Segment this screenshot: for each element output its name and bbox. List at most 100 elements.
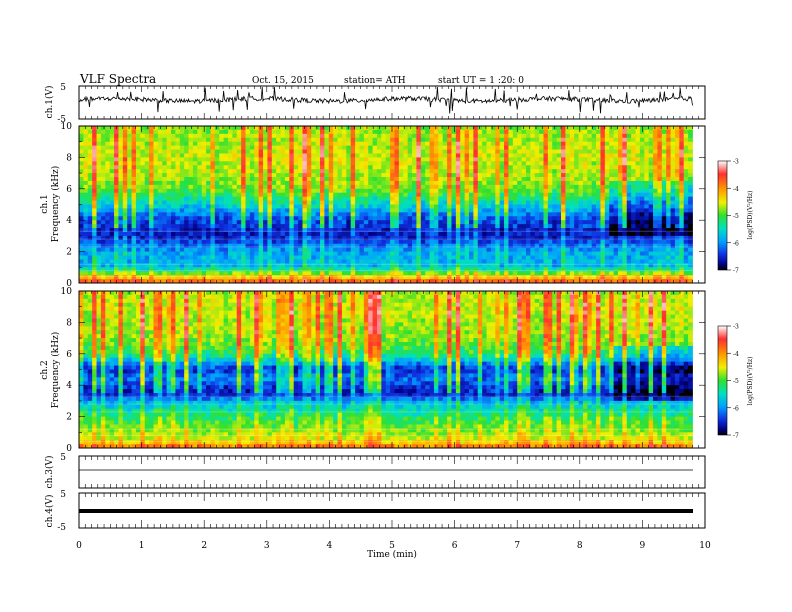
spec1-cell	[635, 184, 641, 190]
spec1-cell	[289, 239, 295, 245]
spec1-cell	[341, 196, 347, 201]
spec1-cell	[398, 228, 404, 233]
spec1-cell	[530, 145, 536, 150]
spec1-cell	[350, 212, 356, 217]
spec1-cell	[653, 220, 658, 225]
spec1-cell	[232, 192, 238, 198]
spec1-cell	[122, 157, 128, 162]
spec1-cell	[302, 196, 308, 201]
spec1-cell	[644, 165, 650, 170]
spec1-cell	[79, 177, 84, 182]
spec1-cell	[258, 208, 264, 213]
spec1-cell	[105, 259, 111, 264]
spec1-cell	[122, 192, 128, 198]
spec1-cell	[276, 196, 281, 201]
spec1-cell	[525, 165, 531, 170]
spec1-cell	[596, 212, 601, 217]
spec1-cell	[87, 153, 93, 158]
spec1-cell	[552, 149, 558, 154]
spec1-cell	[109, 192, 115, 198]
spec1-cell	[661, 184, 667, 190]
spec1-cell	[385, 153, 391, 158]
spec1-cell	[306, 149, 312, 154]
spec1-cell	[469, 208, 474, 213]
spec1-cell	[328, 251, 334, 256]
spec1-cell	[609, 251, 614, 256]
spec1-cell	[631, 133, 636, 139]
spec1-cell	[626, 200, 632, 205]
spec1-cell	[407, 184, 413, 190]
spec1-cell	[525, 157, 531, 162]
spec1-cell	[236, 208, 242, 213]
spec1-cell	[306, 157, 312, 162]
spec1-cell	[429, 157, 435, 162]
spec1-cell	[105, 173, 111, 178]
spec1-cell	[372, 204, 378, 209]
spec1-cell	[197, 149, 203, 154]
spec1-cell	[184, 231, 189, 237]
spec1-cell	[263, 247, 268, 253]
spec1-cell	[455, 161, 461, 166]
spec1-cell	[394, 145, 400, 150]
spec1-cell	[254, 196, 260, 201]
spec1-cell	[153, 137, 159, 143]
spec1-cell	[214, 173, 220, 178]
spec1-cell	[622, 173, 628, 178]
spec1-cell	[482, 157, 487, 162]
spec1-cell	[517, 153, 522, 158]
spec1-cell	[302, 161, 308, 166]
spec1-cell	[201, 188, 207, 194]
spec1-cell	[337, 188, 343, 194]
spec1-cell	[473, 212, 479, 217]
spec1-cell	[403, 188, 409, 194]
spec1-cell	[341, 161, 347, 166]
spec1-cell	[153, 228, 159, 233]
spec1-cell	[688, 184, 693, 190]
spec1-cell	[302, 231, 308, 237]
spec1-cell	[372, 165, 378, 170]
spec1-cell	[157, 141, 163, 147]
spec1-cell	[477, 188, 483, 194]
spec1-cell	[416, 149, 422, 154]
spec1-cell	[241, 137, 246, 143]
spec1-cell	[171, 216, 176, 221]
spec1-cell	[683, 251, 689, 256]
spec1-cell	[311, 141, 317, 147]
spec1-cell	[617, 129, 623, 135]
spec1-cell	[661, 228, 667, 233]
spec1-cell	[293, 196, 299, 201]
spec1-cell	[674, 204, 680, 209]
spec1-cell	[157, 251, 163, 256]
spec1-cell	[591, 188, 597, 194]
spec1-cell	[390, 133, 395, 139]
spec1-cell	[184, 180, 189, 186]
spec1-cell	[276, 247, 281, 253]
spec1-cell	[122, 259, 128, 264]
spec1-cell	[390, 220, 395, 225]
spec1-cell	[420, 204, 426, 209]
spec1-cell	[569, 192, 575, 198]
spec1-cell	[271, 180, 277, 186]
spec1-cell	[171, 212, 176, 217]
spec1-cell	[131, 177, 137, 182]
spec1-cell	[210, 153, 216, 158]
spec1-cell	[482, 149, 487, 154]
spec1-cell	[600, 239, 606, 245]
spec1-cell	[429, 235, 435, 241]
spec1-cell	[477, 169, 483, 174]
spec1-cell	[429, 149, 435, 154]
spec1-cell	[372, 255, 378, 260]
spec1-cell	[100, 129, 106, 135]
spec1-cell	[552, 224, 558, 229]
spec1-cell	[350, 200, 356, 205]
spec1-cell	[635, 243, 641, 249]
spec1-cell	[341, 239, 347, 245]
spec1-cell	[359, 161, 365, 166]
spec1-cell	[631, 239, 636, 245]
spec1-cell	[569, 129, 575, 135]
spec1-cell	[534, 192, 540, 198]
spec1-cell	[596, 173, 601, 178]
spec1-cell	[425, 184, 430, 190]
spec1-cell	[87, 228, 93, 233]
spec1-cell	[214, 165, 220, 170]
